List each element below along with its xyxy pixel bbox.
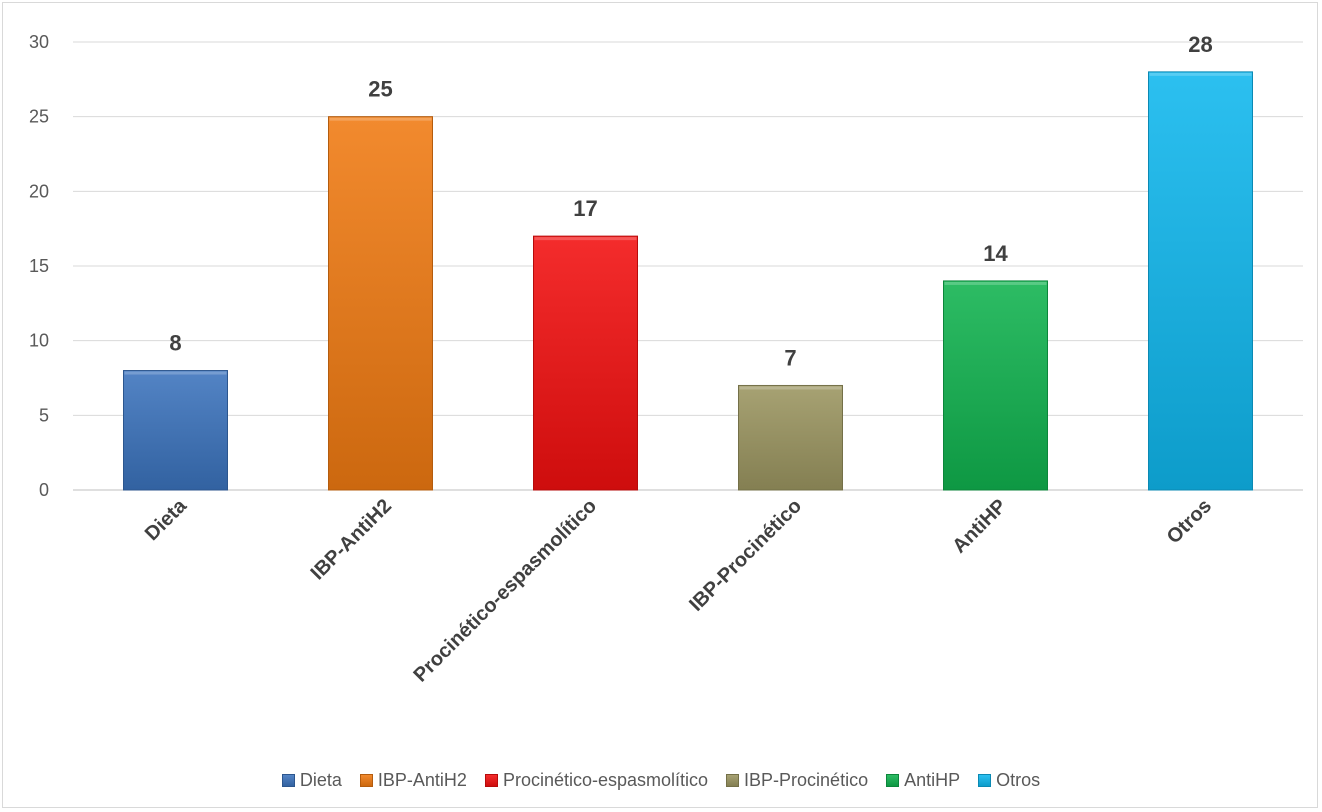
data-label: 7 (784, 345, 796, 370)
data-labels: 8 25 17 7 14 28 (169, 32, 1212, 371)
legend: Dieta IBP-AntiH2 Procinético-espasmolítico… (0, 770, 1322, 791)
legend-swatch (978, 774, 992, 787)
legend-swatch (281, 774, 295, 787)
legend-item: AntiHP (886, 770, 960, 791)
bar-highlight (739, 386, 842, 390)
y-tick-label: 25 (29, 107, 49, 127)
y-tick-label: 15 (29, 256, 49, 276)
bar-highlight (124, 371, 227, 375)
gridlines (73, 41, 1303, 491)
y-tick-label: 5 (39, 405, 49, 425)
y-axis-ticks: 0 5 10 15 20 25 30 (29, 32, 49, 500)
data-label: 8 (169, 331, 181, 356)
legend-label: IBP-Procinético (744, 770, 869, 790)
legend-label: IBP-AntiH2 (377, 770, 467, 790)
legend-label: Dieta (299, 770, 342, 790)
bar-dieta (123, 370, 228, 491)
legend-item: IBP-Procinético (726, 770, 868, 791)
bar-otros (1148, 71, 1253, 491)
legend-item: Dieta (281, 770, 342, 791)
legend-item: Procinético-espasmolítico (484, 770, 709, 791)
data-label: 17 (573, 196, 597, 221)
legend-label: Otros (996, 770, 1041, 790)
legend-item: Otros (978, 770, 1040, 791)
bar-ibp-procin-tico (738, 384, 843, 491)
bar-highlight (944, 281, 1047, 285)
legend-swatch (886, 774, 900, 787)
y-tick-label: 10 (29, 331, 49, 351)
x-tick-label: Otros (1163, 495, 1216, 548)
data-label: 25 (368, 77, 392, 102)
x-axis-categories: Dieta IBP-AntiH2 Procinético-espasmolítico… (141, 494, 1216, 686)
legend-swatch (359, 774, 373, 787)
legend-swatch (726, 774, 740, 787)
bars (123, 71, 1253, 491)
y-tick-label: 30 (29, 32, 49, 52)
x-tick-label: AntiHP (948, 495, 1011, 558)
bar-procin-tico-espasmol-tico (533, 235, 638, 491)
y-tick-label: 0 (39, 480, 49, 500)
x-tick-label: IBP-AntiH2 (307, 495, 396, 584)
data-label: 28 (1188, 32, 1212, 57)
data-label: 14 (983, 241, 1008, 266)
y-tick-label: 20 (29, 181, 49, 201)
legend-swatch (484, 774, 498, 787)
bar-antihp (943, 280, 1048, 491)
bar-ibp-antih2 (328, 116, 433, 491)
legend-label: AntiHP (904, 770, 961, 790)
bar-highlight (1149, 72, 1252, 76)
x-tick-label: Procinético-espasmolítico (409, 495, 601, 687)
legend-label: Procinético-espasmolítico (502, 770, 709, 790)
bar-highlight (534, 237, 637, 241)
x-tick-label: Dieta (141, 494, 192, 545)
x-tick-label: IBP-Procinético (685, 495, 806, 616)
legend-item: IBP-AntiH2 (359, 770, 467, 791)
bar-highlight (329, 117, 432, 121)
